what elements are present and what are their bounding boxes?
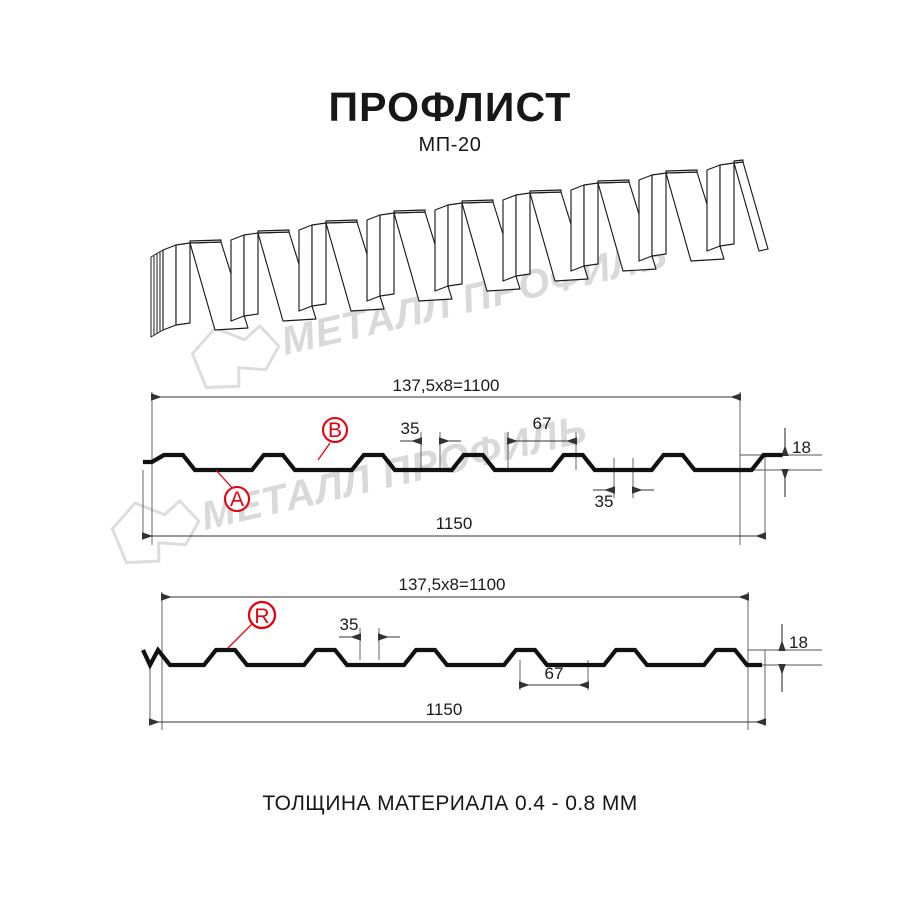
dimension-pitch-bottom: 137,5x8=1100 (399, 575, 506, 594)
watermark-logo-icon (190, 323, 281, 390)
dimension-height-bottom: 18 (789, 633, 808, 652)
extension-lines-top (142, 392, 822, 545)
rib-group-3d (162, 159, 769, 331)
dimension-valley-top: 67 (533, 414, 552, 433)
marker-b-label: B (328, 419, 342, 442)
marker-a-circle (223, 485, 251, 513)
marker-r-leader-line (227, 623, 253, 649)
dimension-height-top: 18 (792, 438, 811, 457)
dimension-valley-bottom: 67 (545, 664, 564, 683)
sheet-thickness-edge-icon (150, 249, 164, 338)
marker-b-leader-line (317, 442, 331, 461)
page-title: ПРОФЛИСТ (328, 84, 572, 130)
profile-section-bottom: 137,5x8=1100 1150 35 67 18 R (141, 575, 822, 730)
profile-outline-bottom (141, 646, 762, 670)
profile-section-top: 137,5x8=1100 1150 35 67 35 18 (141, 376, 822, 545)
dimension-rib-top-left: 35 (401, 419, 420, 438)
marker-a-label: A (230, 488, 244, 511)
marker-b-top: B (317, 416, 349, 461)
dimension-width-top: 1150 (436, 514, 473, 533)
watermark-logo-icon (110, 498, 201, 565)
dimension-width-bottom: 1150 (426, 700, 463, 719)
marker-r-label: R (254, 605, 269, 628)
dimension-pitch-top: 137,5x8=1100 (393, 376, 500, 395)
material-thickness-note: ТОЛЩИНА МАТЕРИАЛА 0.4 - 0.8 ММ (262, 792, 638, 815)
marker-r-circle (247, 600, 277, 630)
marker-a-top: A (215, 469, 251, 513)
profiled-sheet-3d (150, 159, 769, 338)
marker-r-bottom: R (227, 600, 277, 649)
dimension-rib-top-right: 35 (595, 492, 614, 511)
marker-b-circle (321, 416, 349, 444)
dimension-rib-top-bottom: 35 (340, 615, 359, 634)
page-subtitle: МП-20 (418, 134, 482, 156)
marker-a-leader-line (215, 469, 235, 491)
profile-outline-top (142, 452, 783, 473)
